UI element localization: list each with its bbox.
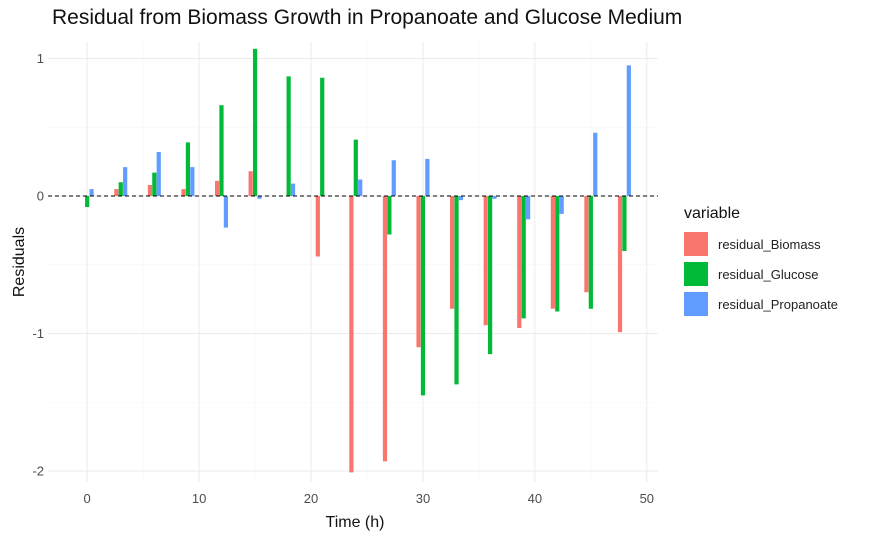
bar-residual-glucose	[420, 196, 426, 396]
bar-residual-biomass	[349, 196, 354, 473]
legend-key-swatch	[684, 262, 708, 286]
bar-residual-glucose	[286, 76, 291, 196]
bar-residual-biomass	[550, 196, 555, 309]
bar-residual-biomass	[517, 196, 522, 328]
x-axis-label: Time (h)	[326, 514, 385, 531]
bar-residual-glucose	[320, 77, 325, 196]
legend-key-swatch	[684, 232, 708, 256]
bar-residual-propanoate	[290, 183, 296, 196]
bars	[85, 48, 631, 473]
x-tick-label: 20	[304, 491, 318, 506]
bar-residual-glucose	[521, 196, 526, 319]
bar-residual-glucose	[588, 196, 593, 309]
y-tick-label: -2	[32, 464, 44, 479]
legend: variable residual_Biomass residual_Glucos…	[684, 205, 838, 319]
bar-residual-biomass	[147, 185, 153, 196]
bar-residual-biomass	[450, 196, 455, 309]
legend-label: residual_Propanoate	[718, 296, 838, 312]
x-tick-label: 0	[84, 491, 91, 506]
bar-residual-glucose	[454, 196, 459, 385]
bar-residual-biomass	[315, 196, 320, 257]
legend-label: residual_Biomass	[718, 236, 821, 252]
bar-residual-propanoate	[358, 179, 363, 196]
bar-residual-propanoate	[593, 132, 598, 196]
bar-residual-propanoate	[559, 196, 564, 214]
bar-residual-glucose	[622, 196, 627, 251]
bar-residual-biomass	[114, 189, 119, 196]
x-tick-label: 10	[192, 491, 206, 506]
bar-residual-propanoate	[425, 158, 430, 196]
bar-residual-glucose	[185, 142, 191, 196]
legend-title: variable	[684, 205, 741, 222]
bar-residual-biomass	[584, 196, 589, 293]
bar-residual-biomass	[483, 196, 488, 326]
bar-residual-glucose	[387, 196, 392, 235]
tick-labels: 0 10 20 30 40 50 -2 -1 0 1	[32, 51, 654, 506]
bar-residual-propanoate	[190, 167, 195, 196]
bar-residual-biomass	[382, 196, 388, 462]
y-tick-label: 1	[37, 51, 44, 66]
bar-residual-propanoate	[257, 196, 262, 199]
bar-residual-biomass	[214, 180, 220, 196]
bar-residual-glucose	[488, 196, 493, 355]
bar-residual-biomass	[181, 189, 186, 196]
bar-residual-biomass	[416, 196, 421, 348]
bar-residual-propanoate	[626, 65, 631, 196]
x-tick-label: 30	[416, 491, 430, 506]
chart-title: Residual from Biomass Growth in Propanoa…	[52, 6, 683, 29]
bar-residual-glucose	[85, 196, 90, 207]
bar-residual-biomass	[248, 171, 253, 196]
bar-residual-glucose	[252, 48, 258, 196]
bar-residual-glucose	[353, 139, 358, 196]
bar-residual-propanoate	[156, 152, 161, 196]
bar-residual-propanoate	[123, 167, 128, 196]
legend-item: residual_Glucose	[684, 259, 838, 289]
y-axis-label: Residuals	[11, 227, 28, 297]
bar-residual-propanoate	[458, 196, 464, 201]
x-tick-label: 50	[640, 491, 654, 506]
bar-residual-propanoate	[492, 196, 497, 199]
bar-residual-glucose	[118, 182, 123, 196]
legend-item: residual_Propanoate	[684, 289, 838, 319]
bar-residual-glucose	[555, 196, 560, 312]
bar-residual-glucose	[219, 105, 224, 196]
legend-item: residual_Biomass	[684, 229, 838, 259]
bar-residual-propanoate	[223, 196, 228, 228]
bar-residual-glucose	[152, 172, 157, 196]
legend-label: residual_Glucose	[718, 266, 819, 282]
legend-key-swatch	[684, 292, 708, 316]
bar-residual-propanoate	[391, 160, 396, 196]
x-tick-label: 40	[528, 491, 542, 506]
y-tick-label: 0	[37, 189, 44, 204]
y-tick-label: -1	[32, 326, 44, 341]
bar-residual-propanoate	[89, 189, 94, 196]
bar-residual-biomass	[617, 196, 623, 333]
bar-residual-propanoate	[525, 196, 531, 220]
